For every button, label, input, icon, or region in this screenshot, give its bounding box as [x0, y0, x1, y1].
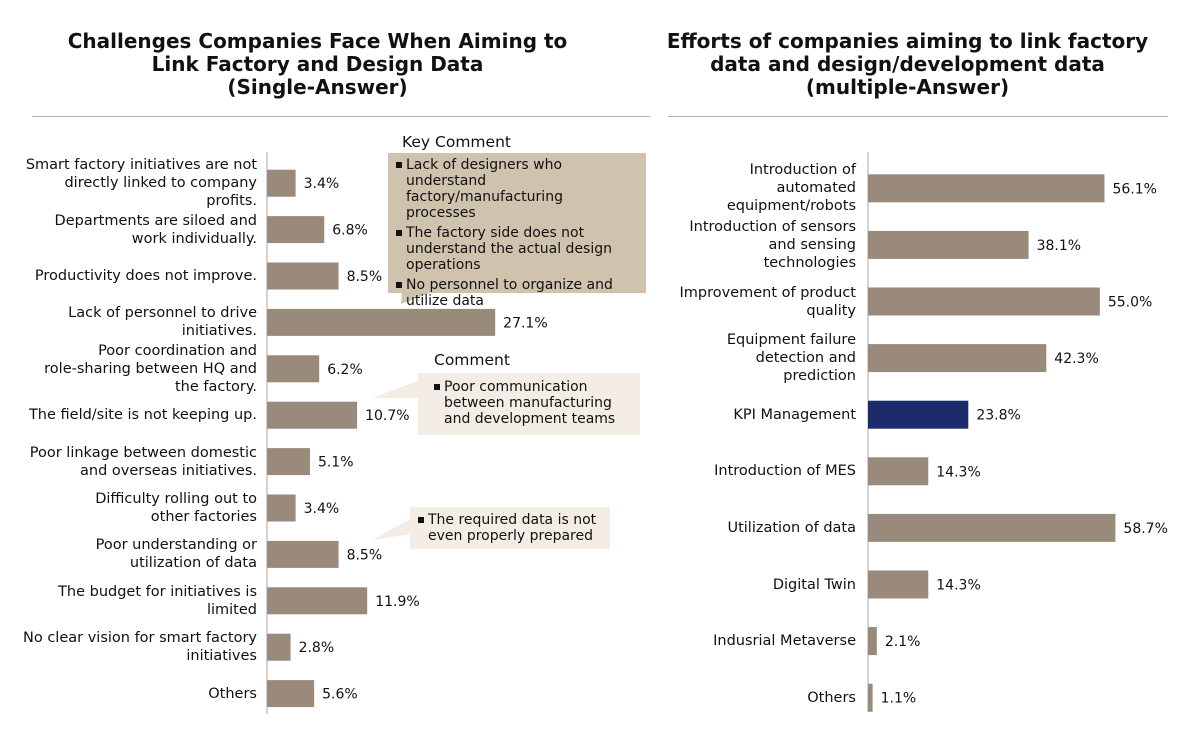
right-category-label: Improvement of product quality	[679, 284, 856, 319]
left-bar	[267, 308, 496, 336]
right-value-label: 42.3%	[1054, 351, 1098, 367]
key-comment-title: Key Comment	[402, 133, 511, 151]
left-bar	[267, 494, 296, 522]
key-comment-item: The factory side does not understand the…	[396, 225, 632, 273]
right-category-label: Introduction of sensors and sensing tech…	[689, 218, 856, 271]
right-value-label: 58.7%	[1123, 521, 1167, 537]
left-category-label: Poor understanding or utilization of dat…	[95, 537, 257, 572]
key-comment-pointer	[401, 292, 432, 304]
left-bar	[267, 587, 368, 615]
right-chart-title: Efforts of companies aiming to link fact…	[666, 29, 1149, 99]
right-bar	[868, 287, 1100, 316]
right-category-label: Introduction of MES	[714, 463, 856, 480]
left-value-label: 5.6%	[322, 687, 358, 703]
left-divider	[32, 116, 650, 117]
left-chart-title: Challenges Companies Face When Aiming to…	[67, 29, 568, 99]
right-category-label: Others	[807, 689, 856, 706]
left-category-label: No clear vision for smart factory initia…	[23, 630, 257, 665]
right-category-label: Equipment failure detection and predicti…	[726, 332, 856, 385]
left-value-label: 6.8%	[332, 223, 368, 239]
left-bar	[267, 680, 315, 708]
right-value-label: 14.3%	[936, 578, 980, 594]
right-category-label: KPI Management	[733, 406, 856, 423]
right-category-label: Digital Twin	[772, 576, 856, 593]
right-category-label: Introduction of automated equipment/robo…	[726, 162, 856, 215]
right-value-label: 55.0%	[1108, 295, 1152, 311]
right-bar	[868, 683, 873, 712]
left-value-label: 11.9%	[375, 594, 419, 610]
left-category-label: Productivity does not improve.	[34, 268, 257, 284]
right-value-label: 1.1%	[881, 691, 917, 707]
left-category-label: The budget for initiatives is limited	[58, 583, 257, 618]
key-comment-item: No personnel to organize and utilize dat…	[396, 277, 632, 309]
left-value-label: 10.7%	[365, 408, 409, 424]
left-category-label: The field/site is not keeping up.	[28, 407, 257, 424]
left-value-label: 8.5%	[347, 269, 383, 285]
key-comment-box: Lack of designers who understand factory…	[396, 157, 632, 313]
right-divider	[668, 116, 1168, 117]
left-bar	[267, 169, 296, 197]
comment-item: Poor communication between manufacturing…	[434, 379, 634, 427]
left-value-label: 2.8%	[299, 640, 335, 656]
right-bar	[868, 627, 877, 656]
comment-box: Poor communication between manufacturing…	[434, 379, 634, 431]
right-bar	[868, 230, 1029, 259]
left-category-label: Poor coordination and role-sharing betwe…	[44, 342, 257, 395]
left-category-label: Poor linkage between domestic and overse…	[29, 444, 257, 479]
right-bar	[868, 570, 929, 599]
right-value-label: 38.1%	[1037, 238, 1081, 254]
left-bar	[267, 262, 339, 290]
right-value-label: 23.8%	[976, 408, 1020, 424]
right-value-label: 14.3%	[936, 464, 980, 480]
right-bar	[868, 174, 1105, 203]
comment-pointer	[372, 380, 420, 398]
right-category-label: Utilization of data	[727, 519, 856, 536]
data-comment-pointer	[372, 518, 412, 540]
left-bar	[267, 633, 291, 661]
right-bar	[868, 400, 969, 429]
left-value-label: 27.1%	[503, 315, 547, 331]
key-comment-background	[388, 153, 646, 293]
left-value-label: 3.4%	[304, 501, 340, 517]
comment-background	[418, 373, 640, 435]
left-category-label: Lack of personnel to drive initiatives.	[68, 305, 257, 340]
left-bar	[267, 401, 358, 429]
key-comment-item: Lack of designers who understand factory…	[396, 157, 632, 221]
left-value-label: 6.2%	[327, 362, 363, 378]
left-bar	[267, 540, 339, 568]
left-category-label: Departments are siloed and work individu…	[54, 212, 257, 247]
right-bar	[868, 513, 1116, 542]
left-bar	[267, 355, 320, 383]
left-category-label: Smart factory initiatives are not direct…	[25, 157, 257, 210]
left-value-label: 3.4%	[304, 176, 340, 192]
left-value-label: 8.5%	[347, 547, 383, 563]
right-value-label: 2.1%	[885, 634, 921, 650]
left-category-label: Difficulty rolling out to other factorie…	[95, 491, 257, 525]
comment-title: Comment	[434, 351, 510, 369]
right-value-label: 56.1%	[1112, 181, 1156, 197]
data-comment-item: The required data is not even properly p…	[418, 512, 604, 544]
right-category-label: Indusrial Metaverse	[713, 633, 856, 650]
right-bar	[868, 344, 1047, 373]
data-comment-background	[410, 507, 610, 549]
data-comment-box: The required data is not even properly p…	[418, 512, 604, 548]
right-bar	[868, 457, 929, 486]
left-bar	[267, 448, 310, 476]
left-category-label: Others	[208, 685, 257, 702]
left-value-label: 5.1%	[318, 455, 354, 471]
left-bar	[267, 216, 325, 244]
